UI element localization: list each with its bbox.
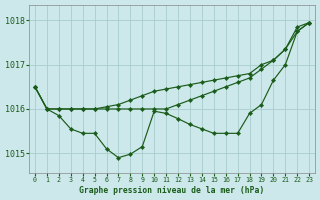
X-axis label: Graphe pression niveau de la mer (hPa): Graphe pression niveau de la mer (hPa) xyxy=(79,186,265,195)
